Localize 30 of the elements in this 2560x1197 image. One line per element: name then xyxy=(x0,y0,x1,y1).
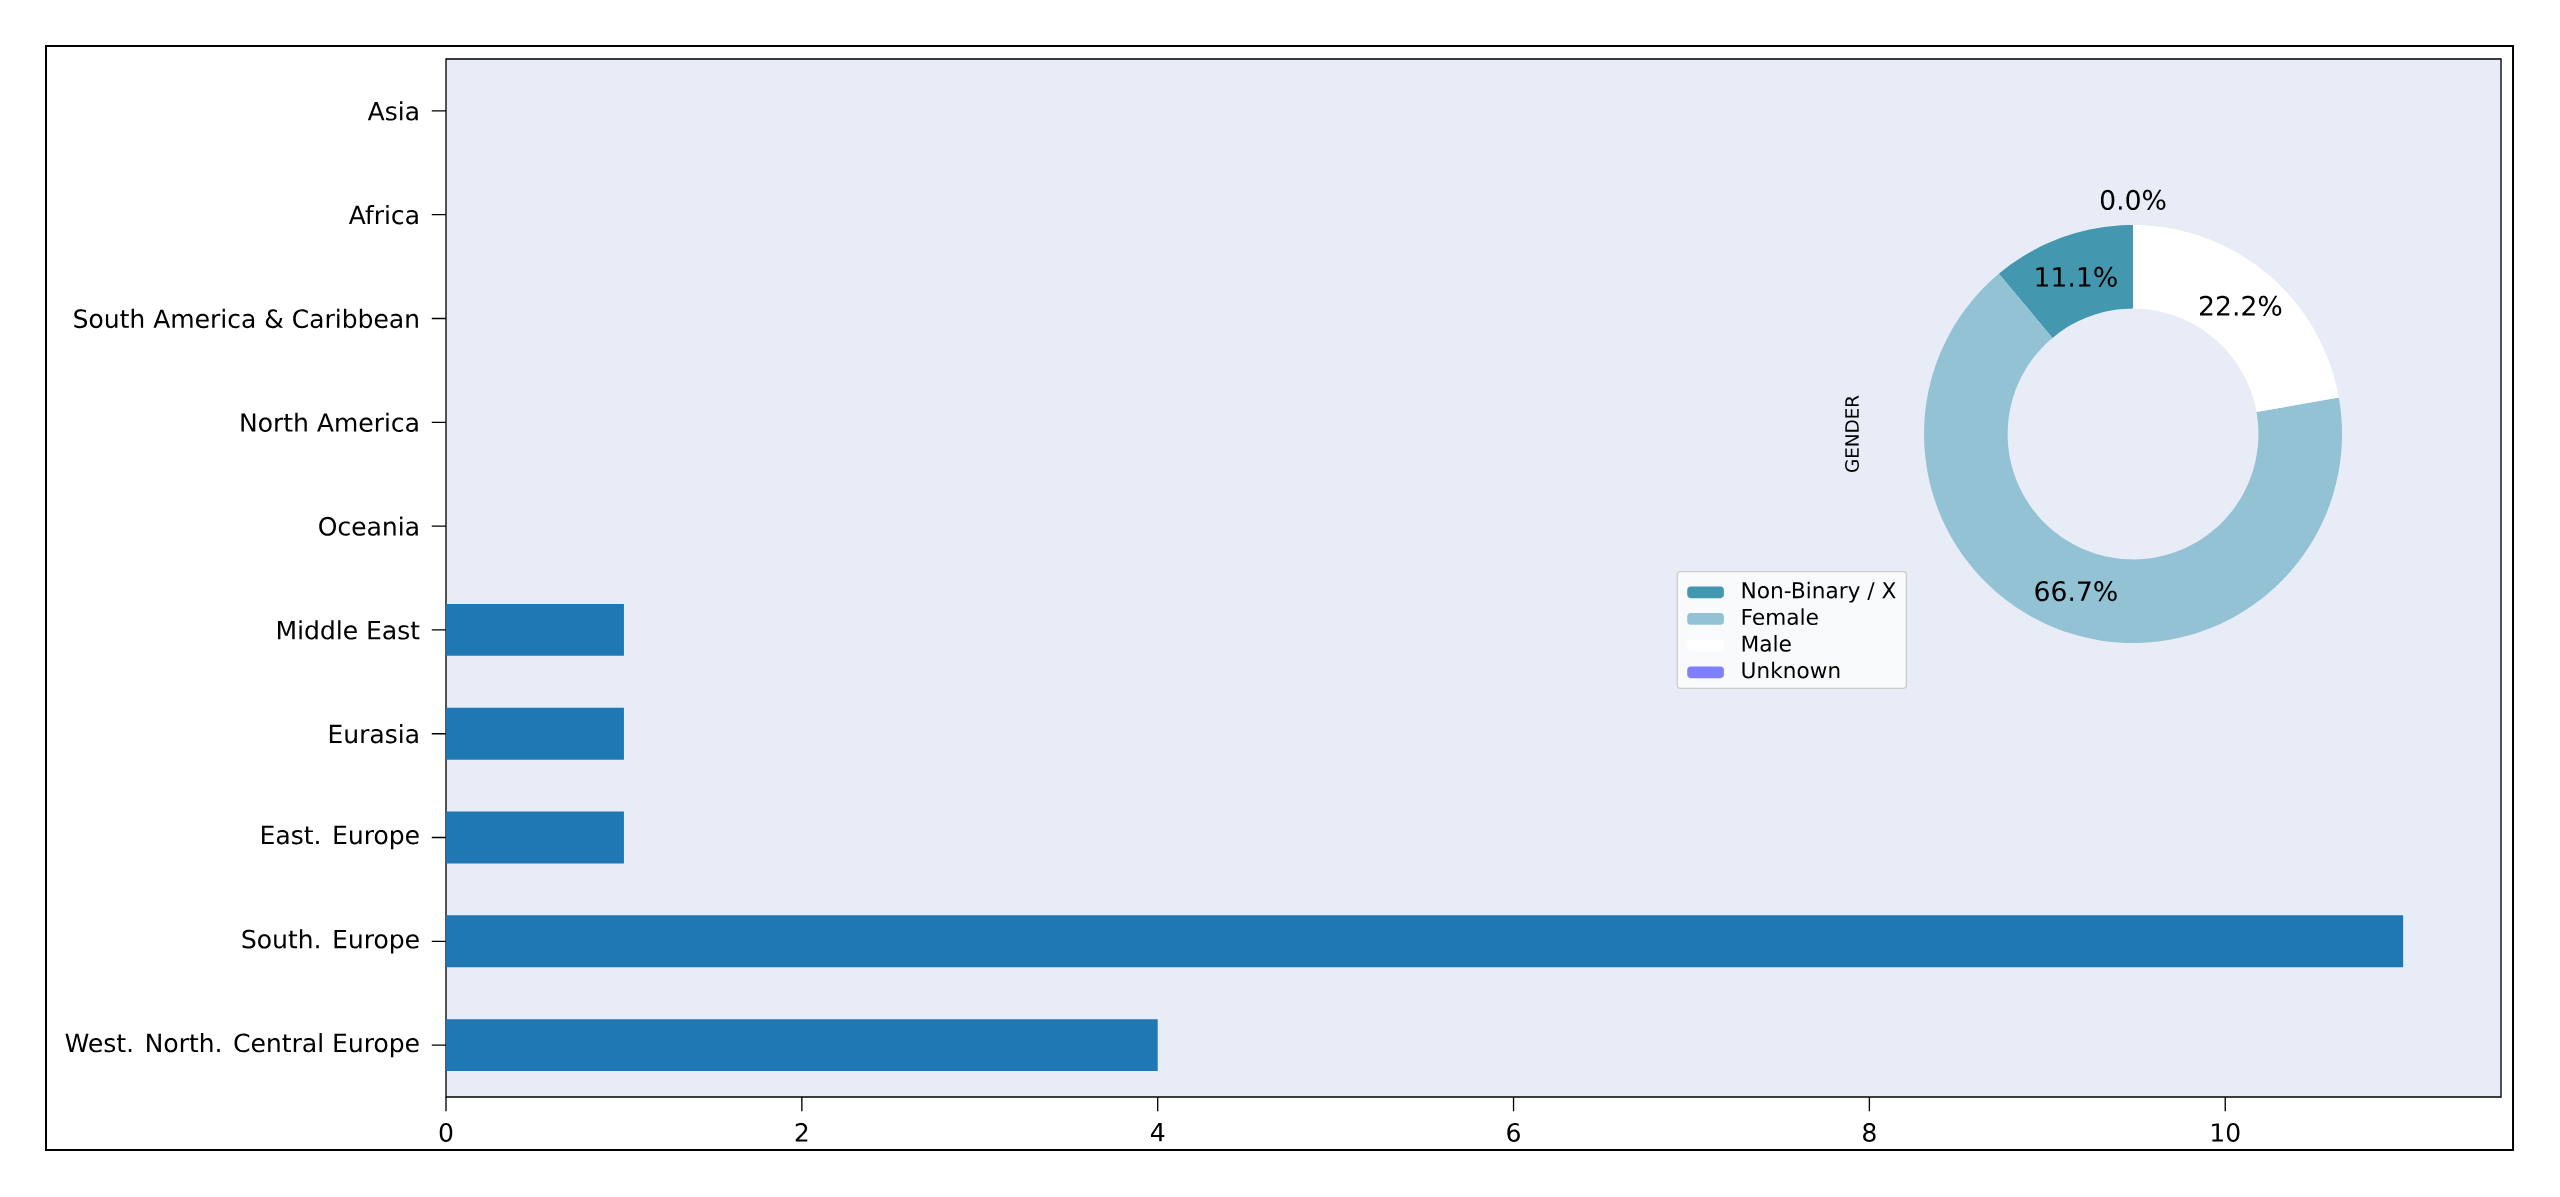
y-tick-label: South. Europe xyxy=(242,929,419,954)
x-tick-label: 0 xyxy=(439,1123,453,1142)
y-tick-label: Eurasia xyxy=(329,724,418,744)
x-tick-label: 10 xyxy=(2212,1123,2240,1142)
y-tick-label: Middle East xyxy=(277,620,420,640)
text: 0.0% xyxy=(2100,189,2166,210)
data-label: 66.7% xyxy=(2035,581,2117,602)
data-label: 22.2% xyxy=(2199,295,2282,316)
legend-label: Male xyxy=(1742,634,1791,652)
data-label: 11.1% xyxy=(2036,266,2117,287)
y-tick-label: Africa xyxy=(348,205,418,225)
legend-label: Female xyxy=(1742,608,1818,626)
bar xyxy=(446,707,624,760)
text: GENDER xyxy=(1845,395,1859,472)
y-tick-label: Oceania xyxy=(319,516,418,536)
bar xyxy=(446,915,2404,968)
x-tick-label: 8 xyxy=(1863,1123,1876,1142)
x-tick-label: 6 xyxy=(1507,1123,1520,1142)
y-tick-label: Asia xyxy=(367,101,418,121)
bar xyxy=(446,603,624,656)
bar xyxy=(446,1019,1158,1072)
x-tick-label: 4 xyxy=(1150,1123,1165,1142)
bar xyxy=(446,811,624,864)
y-tick-label: North America xyxy=(241,412,418,432)
y-tick-label: West. North. Central Europe xyxy=(65,1033,419,1058)
y-tick-label: East. Europe xyxy=(262,825,419,850)
x-tick-label: 2 xyxy=(795,1123,808,1142)
y-tick-label: South America & Caribbean xyxy=(74,308,418,329)
legend-label: Non-Binary / X xyxy=(1742,581,1896,603)
legend-label: Unknown xyxy=(1742,661,1840,679)
